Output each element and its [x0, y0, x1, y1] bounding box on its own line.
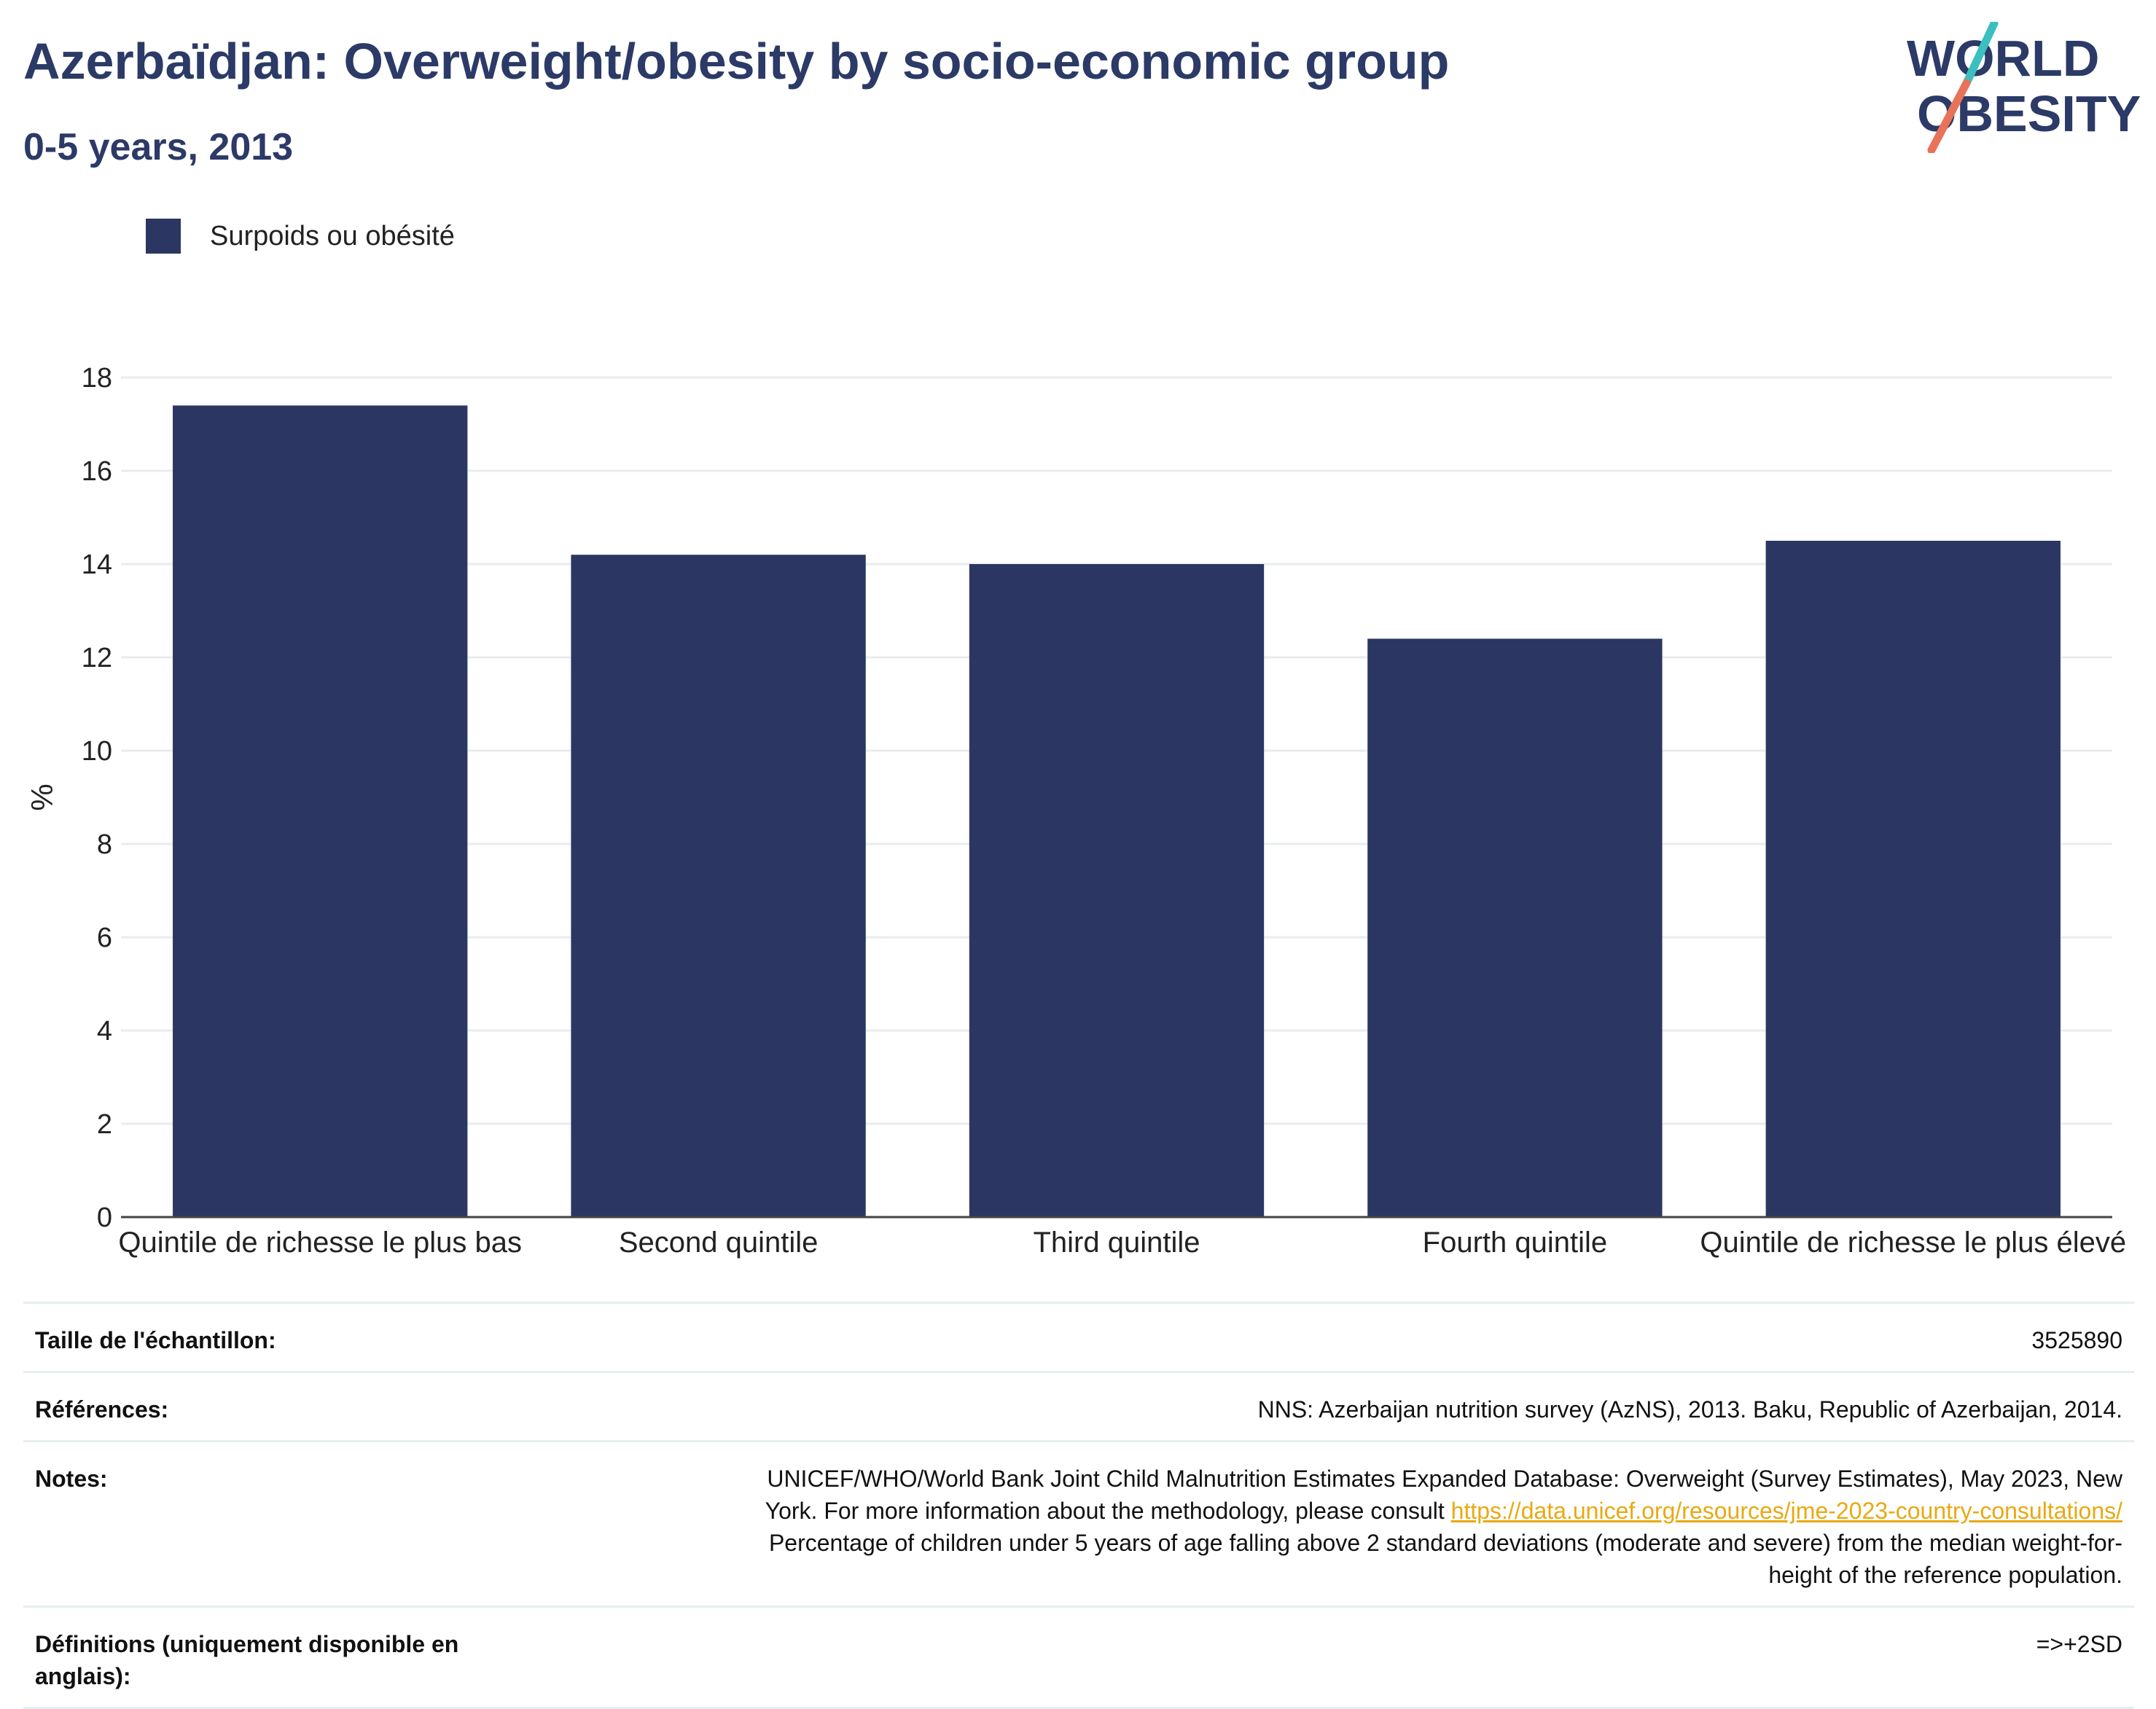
notes-value: UNICEF/WHO/World Bank Joint Child Malnut… — [528, 1440, 2134, 1608]
notes-label: Notes: — [23, 1440, 528, 1608]
bar[interactable] — [1367, 638, 1663, 1217]
bar[interactable] — [969, 564, 1265, 1217]
x-category-labels: Quintile de richesse le plus bas Second q… — [118, 1227, 2126, 1259]
chart-legend[interactable]: Surpoids ou obésité — [146, 216, 455, 257]
y-tick-label: 10 — [82, 736, 112, 767]
references-label: Références: — [23, 1371, 528, 1442]
notes-line-1: UNICEF/WHO/World Bank Joint Child Malnut… — [767, 1466, 2122, 1492]
logo-text-world: WORLD — [1907, 30, 2099, 87]
bar-chart: 0 2 4 6 8 10 12 14 16 18 Quintile de richesse le … — [25, 363, 2126, 1259]
references-value: NNS: Azerbaijan nutrition survey (AzNS),… — [528, 1371, 2134, 1442]
logo-slash-bottom — [1927, 79, 1971, 153]
y-tick-label: 14 — [82, 550, 112, 580]
logo-slash-top — [1962, 22, 1999, 87]
y-tick-label: 12 — [82, 643, 112, 673]
x-category-label: Third quintile — [1033, 1227, 1200, 1259]
chart-subtitle: 0-5 years, 2013 — [23, 126, 294, 168]
x-category-label: Quintile de richesse le plus bas — [118, 1227, 522, 1259]
y-tick-label: 2 — [97, 1109, 112, 1140]
info-row-sample-size: Taille de l'échantillon: 3525890 — [23, 1302, 2134, 1373]
x-category-label: Fourth quintile — [1423, 1227, 1607, 1259]
sample-size-label: Taille de l'échantillon: — [23, 1302, 528, 1373]
y-tick-label: 8 — [97, 829, 112, 860]
definitions-label: Définitions (uniquement disponible en an… — [23, 1606, 528, 1709]
legend-label: Surpoids ou obésité — [210, 220, 455, 251]
y-tick-label: 16 — [82, 456, 112, 487]
x-category-label: Quintile de richesse le plus élevé — [1700, 1227, 2126, 1259]
y-tick-label: 6 — [97, 923, 112, 953]
bar[interactable] — [1765, 541, 2061, 1217]
legend-swatch — [146, 219, 181, 254]
info-row-references: Références: NNS: Azerbaijan nutrition su… — [23, 1371, 2134, 1442]
world-obesity-logo: WORLD OBESITY — [1907, 22, 2141, 153]
notes-line-2: York. For more information about the met… — [765, 1498, 1451, 1524]
notes-line-3: Percentage of children under 5 years of … — [768, 1530, 2122, 1556]
info-row-notes: Notes: UNICEF/WHO/World Bank Joint Child… — [23, 1440, 2134, 1608]
notes-line-4: height of the reference population. — [1768, 1562, 2122, 1588]
sample-size-value: 3525890 — [528, 1302, 2134, 1373]
chart-title: Azerbaïdjan: Overweight/obesity by socio… — [23, 33, 1450, 90]
x-category-label: Second quintile — [619, 1227, 819, 1259]
bars — [173, 405, 2061, 1217]
y-tick-label: 4 — [97, 1016, 112, 1047]
bar[interactable] — [173, 405, 468, 1217]
bar[interactable] — [571, 555, 866, 1217]
info-row-definitions: Définitions (uniquement disponible en an… — [23, 1606, 2134, 1709]
info-table: Taille de l'échantillon: 3525890 Référen… — [23, 1302, 2134, 1709]
definitions-value: =>+2SD — [528, 1606, 2134, 1709]
y-axis-title: % — [25, 783, 59, 810]
y-tick-labels: 0 2 4 6 8 10 12 14 16 18 — [82, 363, 112, 1233]
y-tick-label: 0 — [97, 1202, 112, 1233]
y-tick-label: 18 — [82, 363, 112, 394]
methodology-link[interactable]: https://data.unicef.org/resources/jme-20… — [1450, 1498, 2122, 1524]
